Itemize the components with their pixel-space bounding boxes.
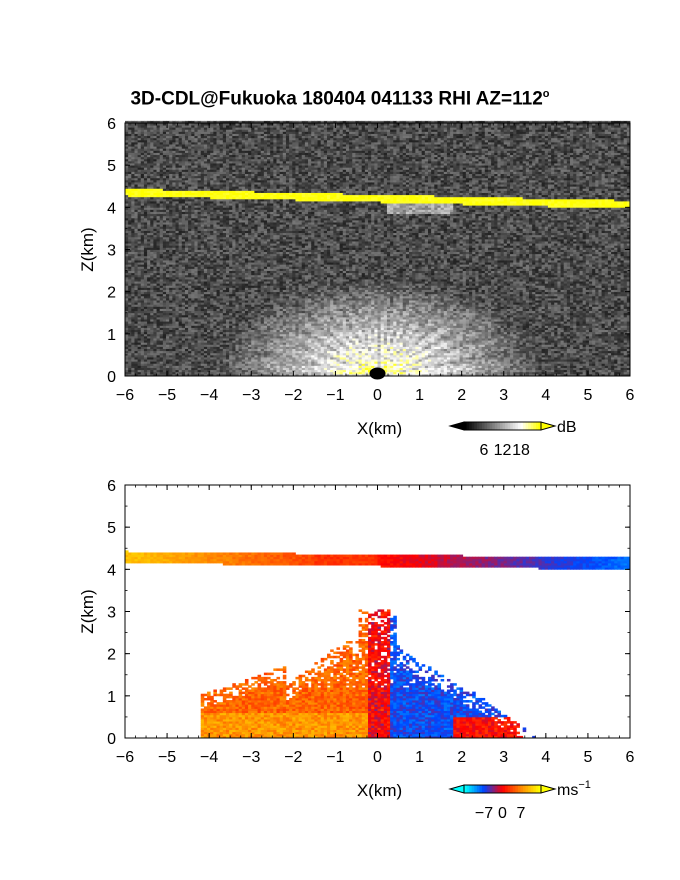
reflectivity-field bbox=[125, 121, 630, 380]
